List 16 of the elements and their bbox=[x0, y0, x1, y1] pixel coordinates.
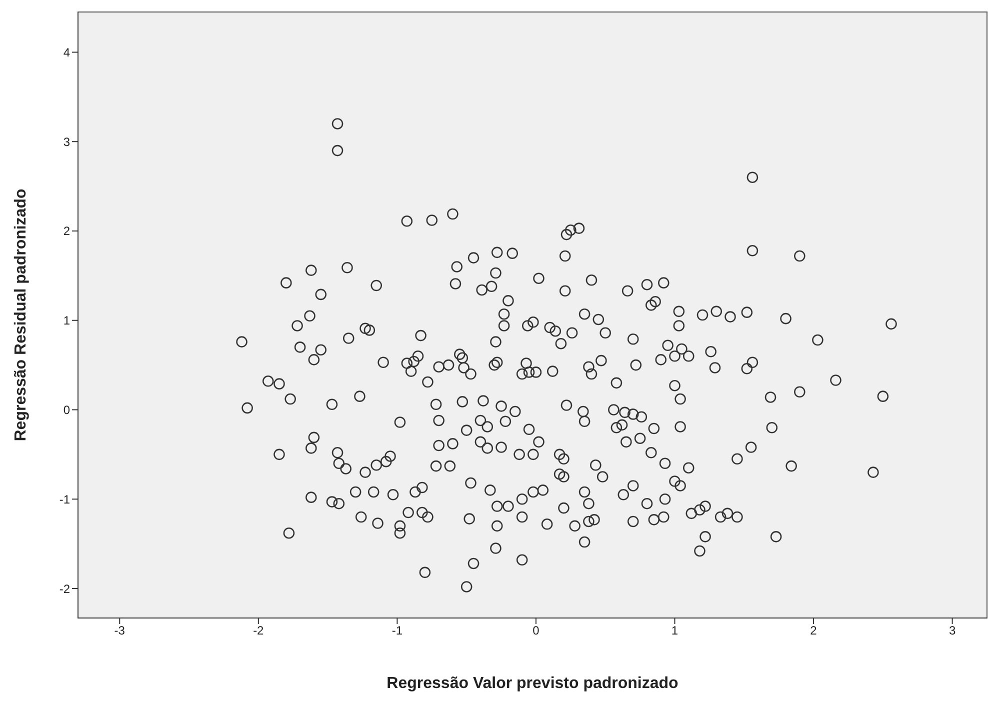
y-tick-label: 0 bbox=[63, 403, 70, 418]
y-tick-label: 4 bbox=[63, 45, 70, 60]
x-tick-label: -1 bbox=[392, 624, 403, 638]
x-tick-label: -3 bbox=[114, 624, 126, 638]
x-tick-label: 3 bbox=[948, 624, 956, 638]
y-tick-label: -1 bbox=[59, 492, 70, 506]
y-tick-label: -2 bbox=[59, 582, 70, 596]
x-tick-label: 0 bbox=[532, 624, 540, 638]
y-axis-title: Regressão Residual padronizado bbox=[12, 188, 30, 442]
y-tick-label: 2 bbox=[63, 224, 70, 238]
y-tick-label: 1 bbox=[63, 314, 70, 328]
x-tick-label: -2 bbox=[253, 624, 264, 638]
x-tick-label: 1 bbox=[671, 624, 678, 638]
x-axis-title: Regressão Valor previsto padronizado bbox=[386, 675, 679, 692]
x-tick-label: 2 bbox=[810, 624, 818, 638]
y-tick-label: 3 bbox=[63, 134, 70, 149]
